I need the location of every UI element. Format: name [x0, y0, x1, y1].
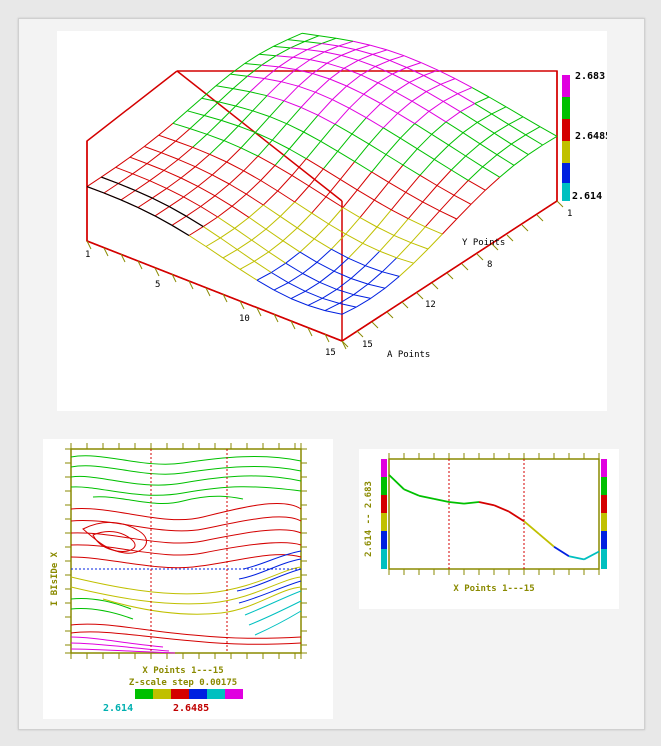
figure-card: 2.683 2.6485 2.614 1 5 10 15 1 8 12 15 Y… — [18, 18, 645, 730]
profile-x-label: X Points 1---15 — [453, 583, 534, 594]
y-axis-label: Y Points — [462, 238, 505, 248]
surface-axis-ticks — [87, 201, 563, 349]
contour-y-label: I BIsIDe X — [50, 551, 60, 606]
y-tick-1: 1 — [567, 209, 572, 219]
profile-plot: 2.614 -- 2.683 X Points 1---15 — [359, 449, 619, 609]
y-tick-15: 15 — [362, 340, 373, 350]
contour-x-label: X Points 1---15 — [142, 665, 223, 676]
z-tick-low: 2.614 — [572, 191, 602, 202]
contour-zscale-label: Z-scale step 0.00175 — [129, 678, 237, 688]
legend-high: 2.6485 — [173, 703, 209, 714]
profile-colorbar-left — [381, 459, 387, 569]
z-tick-mid: 2.6485 — [575, 131, 607, 142]
y-tick-12: 12 — [425, 300, 436, 310]
surface-plot: 2.683 2.6485 2.614 1 5 10 15 1 8 12 15 Y… — [57, 31, 607, 411]
x-tick-10: 10 — [239, 314, 250, 324]
x-axis-label: A Points — [387, 350, 430, 360]
profile-y-label: 2.614 -- 2.683 — [364, 481, 374, 557]
x-tick-1: 1 — [85, 250, 90, 260]
surface-colorbar — [562, 75, 570, 201]
legend-low: 2.614 — [103, 703, 133, 714]
profile-colorbar-right — [601, 459, 607, 569]
contour-legend — [135, 689, 243, 699]
x-tick-15: 15 — [325, 348, 336, 358]
y-tick-8: 8 — [487, 260, 492, 270]
contour-plot: I BIsIDe X X Points 1---15 Z-scale step … — [43, 439, 333, 719]
z-tick-top: 2.683 — [575, 71, 605, 82]
x-tick-5: 5 — [155, 280, 160, 290]
